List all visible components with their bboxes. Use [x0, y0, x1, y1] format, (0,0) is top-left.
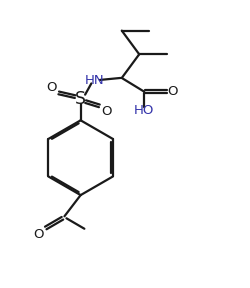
Text: O: O [101, 105, 112, 118]
Text: O: O [46, 81, 56, 94]
Text: O: O [167, 85, 177, 98]
Text: S: S [75, 90, 86, 108]
Text: HO: HO [134, 104, 154, 117]
Text: HN: HN [84, 74, 104, 87]
Text: O: O [34, 228, 44, 241]
